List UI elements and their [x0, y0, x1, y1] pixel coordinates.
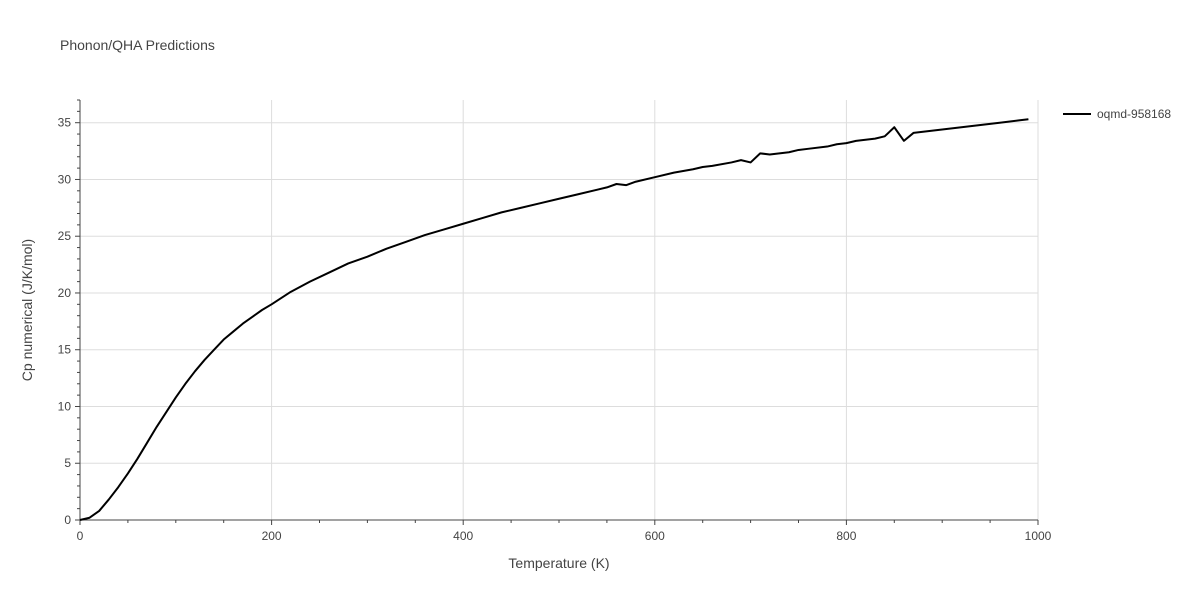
y-tick-label: 30 [58, 172, 72, 186]
x-tick-label: 1000 [1025, 529, 1052, 543]
x-tick-label: 200 [262, 529, 282, 543]
x-tick-label: 600 [645, 529, 665, 543]
x-axis-ticks: 0 200 400 600 800 1000 [77, 520, 1052, 543]
series-layer [79, 118, 1029, 521]
y-tick-label: 25 [58, 229, 72, 243]
chart-title: Phonon/QHA Predictions [60, 37, 215, 53]
y-tick-label: 10 [58, 399, 72, 413]
x-tick-label: 0 [77, 529, 84, 543]
y-gridlines [80, 122, 1038, 464]
y-tick-label: 0 [64, 513, 71, 527]
y-axis-title: Cp numerical (J/K/mol) [19, 239, 35, 381]
y-axis-ticks: 0 5 10 15 20 25 30 35 [58, 99, 80, 527]
y-tick-label: 15 [58, 343, 72, 357]
x-tick-label: 400 [453, 529, 473, 543]
y-tick-label: 5 [64, 456, 71, 470]
series-line-0 [79, 118, 1029, 521]
x-gridlines [271, 100, 1039, 520]
x-axis-title: Temperature (K) [508, 555, 609, 571]
legend[interactable]: oqmd-958168 [1063, 107, 1171, 121]
y-tick-label: 20 [58, 286, 72, 300]
legend-label: oqmd-958168 [1097, 107, 1171, 121]
x-tick-label: 800 [836, 529, 856, 543]
y-tick-label: 35 [58, 116, 72, 130]
